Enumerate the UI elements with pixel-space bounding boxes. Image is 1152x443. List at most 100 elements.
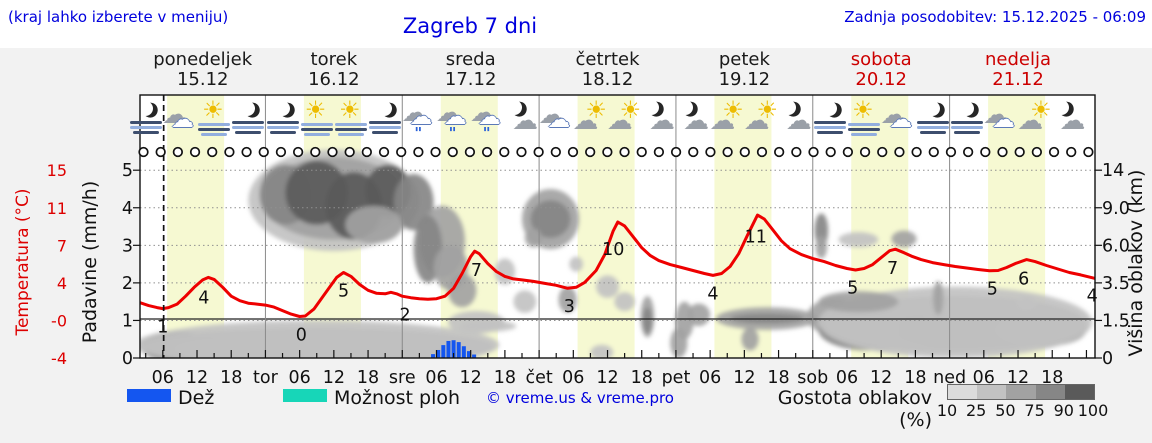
day-abbr-label: sre xyxy=(389,368,416,388)
cloud-height-tick-label: 3.5 xyxy=(1102,274,1130,294)
precip-type-circle xyxy=(756,146,768,158)
precip-type-circle xyxy=(962,146,974,158)
last-update-label: Zadnja posodobitev: 15.12.2025 - 06:09 xyxy=(844,8,1146,26)
hour-label: 06 xyxy=(425,368,447,388)
precip-type-circle xyxy=(567,146,579,158)
weather-icon-moon-fog xyxy=(915,98,951,140)
day-header-sobota: sobota 20.12 xyxy=(811,50,951,90)
cloud-height-tick-label: 1.5 xyxy=(1102,311,1130,331)
precipitation-tick-label: 2 xyxy=(122,274,133,294)
temperature-value-label: 6 xyxy=(1018,270,1029,290)
precip-type-circle xyxy=(1083,146,1094,158)
temperature-value-label: 4 xyxy=(198,288,209,308)
cloud-scale-segment xyxy=(948,385,978,399)
plot-border xyxy=(139,94,1096,359)
precip-type-circle xyxy=(1031,146,1043,158)
hour-label: 18 xyxy=(220,368,242,388)
cloud-height-tick-label: 9.0 xyxy=(1102,199,1130,219)
precip-type-circle xyxy=(911,146,922,158)
precip-type-circle xyxy=(808,146,819,158)
hour-label: 06 xyxy=(836,368,858,388)
precip-type-circle xyxy=(688,146,699,158)
precip-type-circle xyxy=(980,146,991,158)
day-date: 15.12 xyxy=(176,69,229,90)
weather-icon-cloud-drizzle: ☁ ☁ " xyxy=(401,98,433,142)
weather-icon-sun-fog: ☀ xyxy=(196,98,232,140)
weather-icon-sun-fog: ☀ xyxy=(299,98,335,140)
cloud-density-legend-label: Gostota oblakov (%) xyxy=(777,387,932,431)
weather-icon-moon-fog xyxy=(367,98,403,140)
hour-label: 18 xyxy=(357,368,379,388)
precip-type-circle xyxy=(653,146,665,158)
precip-type-circle xyxy=(413,146,424,158)
temperature-value-label: 10 xyxy=(602,240,624,260)
hour-label: 12 xyxy=(870,368,892,388)
precip-type-circle xyxy=(774,146,785,158)
precip-type-circle xyxy=(224,146,235,158)
precip-type-circle xyxy=(310,146,321,158)
day-name: petek xyxy=(718,49,770,70)
weather-icon-cloud-drizzle: ☁ ☁ " xyxy=(435,98,467,142)
precip-type-circle xyxy=(636,146,647,158)
precip-type-circle xyxy=(585,146,596,158)
weather-icon-sun-cloud: ☀ ☁ xyxy=(743,96,778,136)
top-band xyxy=(0,0,1152,48)
precip-type-circle xyxy=(1066,146,1077,158)
weather-icon-moon-cloud: ☁ xyxy=(778,98,814,140)
day-name: sreda xyxy=(445,49,496,70)
precip-type-circle xyxy=(894,146,905,158)
cloud-scale-number: 10 xyxy=(936,401,958,420)
day-name: nedelja xyxy=(985,49,1052,70)
precip-type-circle xyxy=(464,146,476,158)
precip-type-circle xyxy=(292,146,304,158)
precip-type-circle xyxy=(825,146,836,158)
day-header-četrtek: četrtek 18.12 xyxy=(538,50,678,90)
temperature-tick-label: -4 xyxy=(51,349,67,368)
precipitation-tick-label: 1 xyxy=(122,311,133,331)
precip-type-circle xyxy=(499,146,510,158)
precip-type-circle xyxy=(533,146,544,158)
hour-label: 06 xyxy=(152,368,174,388)
day-abbr-label: ned xyxy=(933,368,966,388)
weather-icon-clouds: ☁ ☁ xyxy=(538,100,571,133)
precip-type-circle xyxy=(327,146,338,158)
precip-type-circle xyxy=(481,146,493,158)
temperature-value-label: 1 xyxy=(157,318,168,338)
cloud-scale-segment xyxy=(1035,385,1065,399)
weather-icon-moon-fog xyxy=(128,98,164,140)
hour-label: 18 xyxy=(767,368,789,388)
hour-label: 06 xyxy=(699,368,721,388)
day-abbr-label: čet xyxy=(525,368,552,388)
hour-label: 06 xyxy=(562,368,584,388)
cloud-scale-segment xyxy=(1006,385,1036,399)
temperature-tick-label: 11 xyxy=(47,199,67,218)
hour-label: 12 xyxy=(1007,368,1029,388)
cloud-height-tick-label: 0 xyxy=(1102,349,1113,369)
precipitation-tick-label: 4 xyxy=(122,199,133,219)
precip-type-circle xyxy=(928,146,939,158)
weather-icon-moon-cloud: ☁ xyxy=(1051,98,1087,140)
temperature-tick-label: 4 xyxy=(57,274,67,293)
rain-legend-label: Dež xyxy=(178,387,215,409)
precip-type-circle xyxy=(722,146,733,158)
weather-icon-moon-cloud: ☁ xyxy=(675,98,711,140)
precipitation-tick-label: 0 xyxy=(122,349,133,369)
weather-icon-sun-fog: ☀ xyxy=(333,98,369,140)
weather-icon-sun-cloud: ☀ ☁ xyxy=(572,96,607,136)
precip-type-circle xyxy=(1048,146,1060,158)
hour-label: 18 xyxy=(904,368,926,388)
temperature-tick-label: 15 xyxy=(47,161,67,180)
precip-type-circle xyxy=(344,146,355,158)
day-header-nedelja: nedelja 21.12 xyxy=(948,50,1088,90)
day-abbr-label: sob xyxy=(797,368,828,388)
precip-type-circle xyxy=(945,146,957,158)
temperature-value-label: 2 xyxy=(400,306,411,326)
showers-legend-label: Možnost ploh xyxy=(334,387,461,409)
hour-label: 12 xyxy=(460,368,482,388)
copyright-link[interactable]: © vreme.us & vreme.pro xyxy=(486,389,674,407)
cloud-scale-segment xyxy=(977,385,1007,399)
precip-type-circle xyxy=(997,146,1008,158)
precip-type-circle xyxy=(396,146,407,158)
day-name: ponedeljek xyxy=(153,49,253,70)
